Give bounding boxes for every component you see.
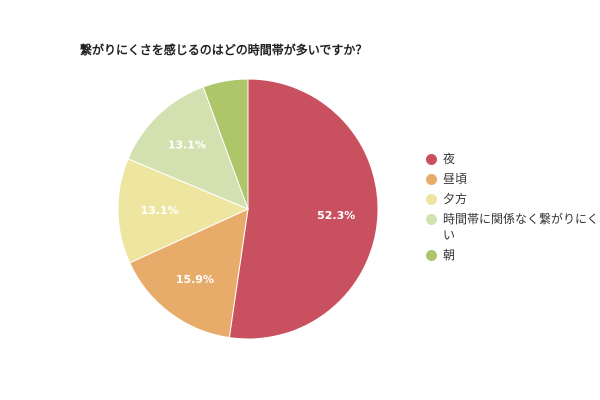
legend-item[interactable]: 夜 [426, 151, 600, 167]
legend-item[interactable]: 時間帯に関係なく繋がりにくい [426, 211, 600, 243]
legend-marker [426, 194, 437, 205]
legend-marker [426, 174, 437, 185]
legend-item[interactable]: 夕方 [426, 191, 600, 207]
legend-item[interactable]: 朝 [426, 247, 600, 263]
slice-value-label: 52.3% [317, 209, 355, 222]
legend-label: 夜 [443, 152, 456, 166]
slice-value-label: 13.1% [168, 139, 206, 152]
pie-slice [127, 86, 249, 210]
pie-slice [129, 208, 249, 339]
pie-slice [117, 158, 250, 264]
pie-slice [202, 78, 249, 210]
chart-title: 繋がりにくさを感じるのはどの時間帯が多いですか？ [80, 43, 368, 57]
slice-value-label: 13.1% [141, 204, 179, 217]
legend-marker [426, 214, 437, 225]
pie-slices [117, 78, 379, 340]
chart-legend: 夜昼頃夕方時間帯に関係なく繋がりにくい朝 [426, 151, 600, 267]
slice-value-label: 15.9% [176, 273, 214, 286]
legend-marker [426, 250, 437, 261]
legend-label: 時間帯に関係なく繋がりにくい [443, 212, 599, 242]
legend-label: 朝 [443, 248, 456, 262]
pie-labels: 52.3% 15.9% 13.1% 13.1% [141, 139, 356, 287]
legend-label: 夕方 [443, 192, 468, 206]
legend-label: 昼頃 [443, 172, 468, 186]
legend-item[interactable]: 昼頃 [426, 171, 600, 187]
legend-marker [426, 154, 437, 165]
pie-slice [228, 78, 379, 340]
